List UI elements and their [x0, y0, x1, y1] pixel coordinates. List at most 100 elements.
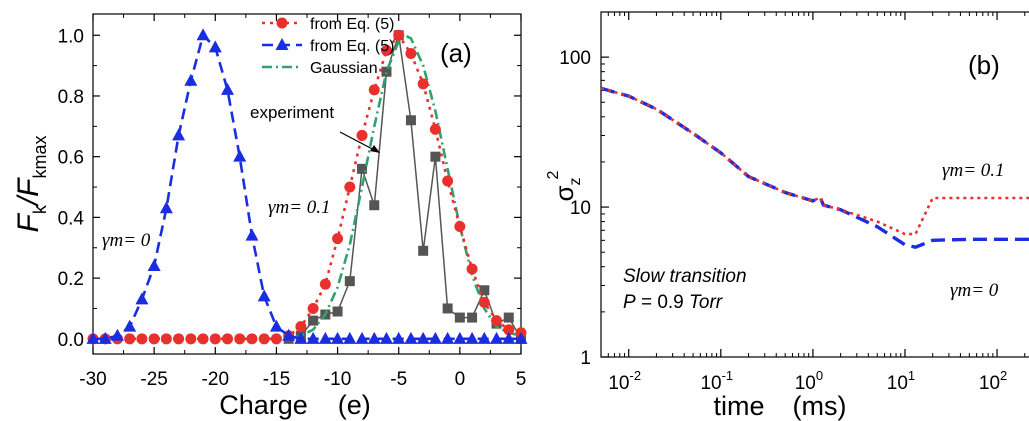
legend-marker-triangle — [275, 38, 289, 50]
panel-b-label: (b) — [968, 50, 1000, 80]
pressure-p: P — [623, 292, 636, 313]
data-point-triangle — [367, 331, 381, 344]
data-point-circle — [209, 333, 221, 345]
data-point-square — [405, 115, 416, 126]
data-point-triangle — [110, 328, 124, 341]
data-point-triangle — [379, 331, 393, 344]
y-tick-label: 1.0 — [58, 26, 84, 47]
data-point-circle — [429, 123, 441, 135]
data-point-square — [332, 306, 343, 317]
data-point-triangle — [269, 319, 283, 332]
data-point-triangle — [257, 289, 271, 302]
data-point-circle — [234, 333, 246, 345]
annotation-gamma-zero-a: γm= 0 — [102, 230, 151, 251]
panel-b-frame — [600, 11, 1029, 358]
x-tick-exponent: 2 — [1000, 368, 1007, 383]
data-point-triangle — [147, 258, 161, 271]
data-point-triangle — [123, 319, 137, 332]
series-line-gamma-point1 — [600, 87, 1029, 236]
data-point-triangle — [196, 28, 210, 41]
x-tick-label: 102 — [979, 368, 1007, 394]
data-point-circle — [405, 47, 417, 59]
data-point-triangle — [306, 331, 320, 344]
data-point-triangle — [490, 331, 504, 344]
panel-a: -30 -25 -20 -15 -10 -5 0 5 0.0 0.2 0.4 0.6 0.8 1.0 fr… — [12, 13, 528, 420]
annotation-gamma-zero-b: γm= 0 — [950, 280, 999, 301]
panel-a-legend: from Eq. (5) from Eq. (5) Gaussian — [262, 16, 394, 77]
data-point-triangle — [453, 331, 467, 344]
x-tick-label: -15 — [263, 369, 290, 390]
data-point-triangle — [477, 331, 491, 344]
ylabel-sub-k: k — [30, 204, 50, 214]
data-point-triangle — [416, 331, 430, 344]
data-point-circle — [148, 333, 160, 345]
data-point-triangle — [441, 331, 455, 344]
data-point-circle — [307, 302, 319, 314]
panel-a-ylabel: Fk/Fkmax — [12, 135, 50, 232]
annotation-experiment: experiment — [250, 103, 334, 122]
y-tick-label: 0.6 — [58, 148, 84, 169]
data-point-triangle — [331, 331, 345, 344]
x-tick-label: 101 — [887, 368, 915, 394]
legend-label: from Eq. (5) — [310, 38, 394, 55]
data-point-circle — [344, 181, 356, 193]
data-point-circle — [246, 333, 258, 345]
data-point-circle — [466, 263, 478, 275]
x-tick-exponent: 1 — [908, 368, 915, 383]
data-point-square — [344, 276, 355, 287]
data-point-triangle — [135, 292, 149, 305]
data-point-square — [454, 312, 465, 323]
data-point-circle — [160, 333, 172, 345]
data-point-triangle — [392, 331, 406, 344]
data-point-square — [479, 285, 490, 296]
ylabel-sup-2: 2 — [545, 170, 562, 179]
data-point-triangle — [184, 73, 198, 86]
data-point-circle — [417, 78, 429, 90]
data-point-triangle — [159, 201, 173, 214]
data-point-circle — [478, 296, 490, 308]
data-point-triangle — [98, 331, 112, 344]
data-point-circle — [136, 333, 148, 345]
x-tick-label: -30 — [79, 369, 106, 390]
xlabel-unit: (e) — [338, 390, 371, 420]
legend-label: Gaussian — [310, 60, 378, 77]
data-point-square — [430, 151, 441, 162]
y-tick-label: 1 — [580, 348, 591, 369]
x-tick-label: -20 — [202, 369, 229, 390]
y-tick-label: 0.8 — [58, 87, 84, 108]
data-point-triangle — [294, 331, 308, 344]
panel-a-label: (a) — [440, 38, 472, 68]
x-tick-label: 5 — [516, 369, 527, 390]
data-point-triangle — [221, 82, 235, 95]
y-tick-label: 0.2 — [58, 269, 84, 290]
x-tick-exponent: -2 — [630, 368, 642, 383]
x-tick-exponent: -1 — [722, 368, 734, 383]
data-point-circle — [454, 221, 466, 232]
data-point-circle — [124, 333, 136, 345]
panel-b-ylabel: σz2 — [545, 170, 584, 201]
series-line-circle — [93, 33, 522, 341]
data-point-square — [369, 200, 380, 211]
series-line-none — [288, 33, 522, 341]
y-tick-label: 10 — [570, 198, 591, 219]
panel-a-series — [86, 28, 528, 345]
annotation-slow-transition: Slow transition — [623, 266, 747, 287]
data-point-square — [308, 315, 319, 326]
data-point-circle — [356, 129, 368, 141]
data-point-circle — [319, 278, 331, 290]
panel-a-ticks: -30 -25 -20 -15 -10 -5 0 5 0.0 0.2 0.4 0.6 0.8 1.0 — [58, 14, 527, 390]
pressure-value: = 0.9 — [636, 292, 689, 313]
data-point-triangle — [86, 331, 100, 344]
data-point-circle — [197, 333, 209, 345]
data-point-square — [442, 303, 453, 314]
annotation-gamma-point1-a: γm= 0.1 — [268, 197, 331, 218]
data-point-square — [357, 163, 368, 174]
panel-a-xlabel: Charge (e) — [219, 390, 371, 420]
data-point-triangle — [343, 331, 357, 344]
data-point-circle — [332, 233, 344, 245]
ylabel-slash-f: /F — [12, 177, 45, 207]
y-tick-label: 100 — [559, 48, 591, 69]
